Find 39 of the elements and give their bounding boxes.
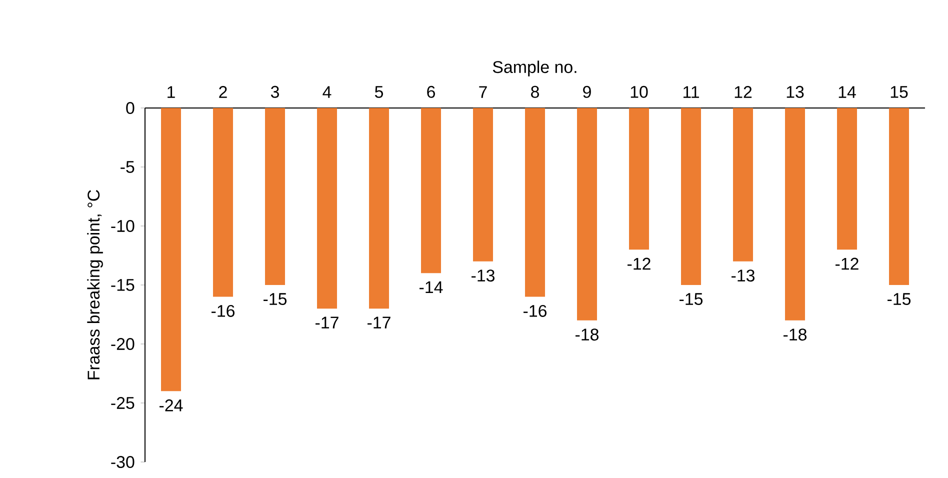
data-label: -16 — [524, 304, 546, 317]
data-label: -12 — [628, 258, 650, 270]
data-label: -24 — [160, 399, 183, 412]
x-tick-label: 10 — [630, 86, 648, 98]
x-tick-label: 3 — [270, 86, 279, 98]
data-label: -15 — [888, 293, 911, 306]
y-tick-label: -25 — [111, 396, 134, 409]
y-axis-title: Fraass breaking point, °C — [87, 190, 103, 380]
x-tick-label: 9 — [583, 86, 591, 98]
x-tick-label: 14 — [838, 86, 856, 98]
data-label: -17 — [368, 316, 390, 328]
x-tick-label: 7 — [479, 86, 487, 98]
data-label: -13 — [732, 270, 754, 282]
x-tick-label: 15 — [890, 86, 908, 98]
y-tick-label: -5 — [120, 161, 134, 173]
data-label: -17 — [316, 316, 338, 328]
data-label: -14 — [420, 281, 443, 294]
x-tick-label: 12 — [734, 86, 752, 98]
data-label: -16 — [212, 304, 234, 317]
x-axis-title: Sample no. — [492, 60, 576, 76]
x-tick-label: 11 — [684, 86, 699, 98]
y-tick-label: -20 — [111, 338, 134, 350]
y-tick-label: 0 — [126, 102, 134, 114]
data-label: -12 — [836, 258, 858, 270]
data-label: -18 — [576, 328, 599, 341]
x-tick-label: 2 — [219, 86, 227, 98]
data-label: -15 — [264, 293, 287, 306]
data-label: -18 — [784, 328, 807, 341]
data-label: -13 — [472, 270, 494, 282]
x-tick-label: 8 — [531, 86, 539, 98]
x-tick-label: 6 — [427, 86, 435, 98]
x-tick-label: 5 — [374, 86, 384, 98]
x-tick-label: 13 — [786, 86, 804, 98]
x-tick-label: 1 — [168, 86, 175, 98]
y-tick-label: -15 — [111, 279, 134, 291]
y-tick-label: -30 — [111, 456, 134, 468]
data-label: -15 — [680, 293, 703, 306]
x-tick-label: 4 — [322, 86, 332, 98]
y-tick-label: -10 — [111, 220, 134, 232]
